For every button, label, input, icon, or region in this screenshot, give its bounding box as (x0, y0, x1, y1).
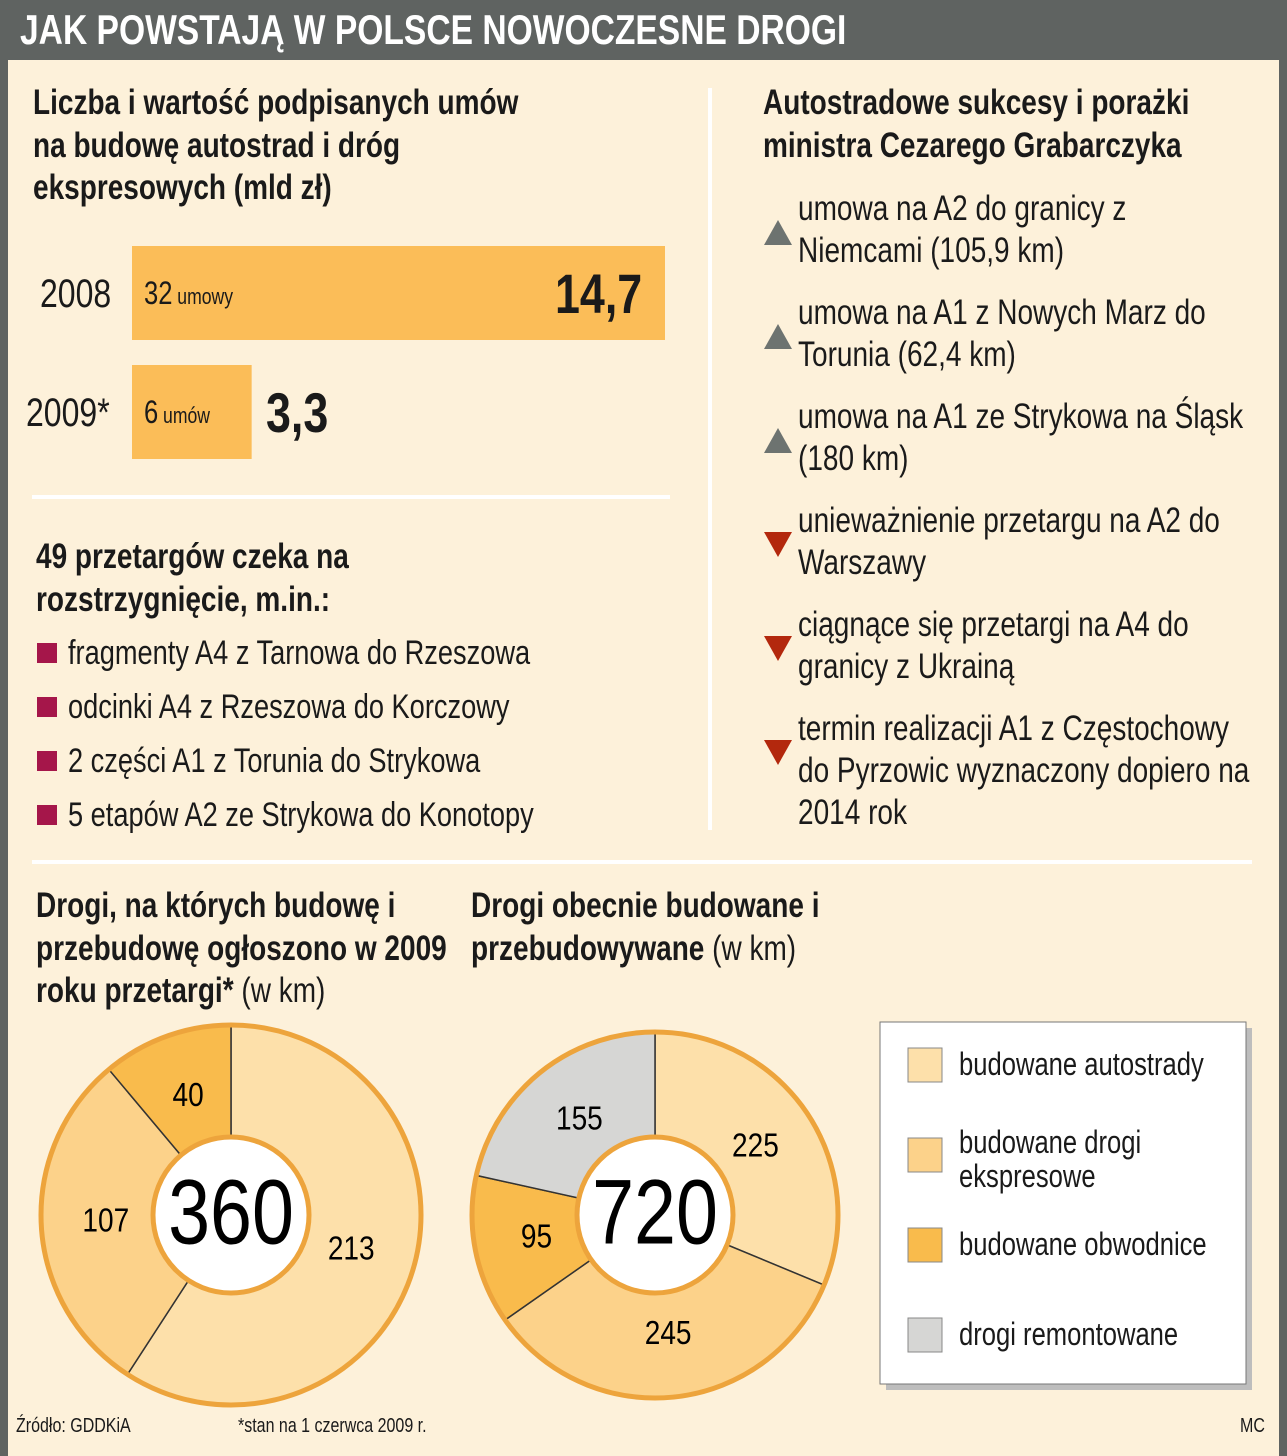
pie-total: 360 (168, 1160, 294, 1263)
minister-item: umowa na A2 do granicy z Niemcami (105,9… (798, 189, 1127, 270)
author: MC (1240, 1415, 1265, 1437)
bullet (37, 805, 57, 825)
pie-title: Drogi obecnie budowane i przebudowywane … (471, 885, 855, 970)
minister-item: ciągnące się przetargi na A4 do granicy … (798, 605, 1189, 686)
count-unit: umowy (177, 284, 234, 309)
source: Źródło: GDDKiA (16, 1415, 131, 1437)
trend-up (764, 428, 792, 453)
pie-total: 720 (592, 1160, 718, 1263)
pie-rim (38, 1022, 424, 1408)
trend-up (764, 324, 792, 349)
pie-rim (469, 1029, 841, 1401)
bar (132, 365, 252, 459)
pie-unit: (w km) (712, 928, 797, 968)
legend-swatch (907, 1317, 943, 1353)
slice-label: 225 (732, 1128, 779, 1165)
trend-down (764, 636, 792, 661)
legend-label: budowane obwodnice (959, 1226, 1207, 1262)
minister-item: umowa na A1 z Nowych Marz do Torunia (62… (798, 293, 1206, 374)
bullet (37, 643, 57, 663)
legend-label: budowane drogi ekspresowe (959, 1124, 1142, 1194)
category-label: 2008 (40, 272, 112, 316)
legend-label: drogi remontowane (959, 1316, 1179, 1352)
pie-title: Drogi, na których budowę i przebudowę og… (36, 885, 484, 1013)
legend-swatch (907, 1227, 943, 1263)
slice-label: 245 (645, 1315, 692, 1352)
pie-title-text: Drogi obecnie budowane i przebudowywane (471, 886, 820, 968)
page-title: JAK POWSTAJĄ W POLSCE NOWOCZESNE DROGI (20, 6, 847, 53)
tender-item: odcinki A4 z Rzeszowa do Korczowy (68, 688, 510, 726)
legend-swatch (907, 1137, 943, 1173)
bar-title: Liczba i wartość podpisanych umów na bud… (33, 83, 519, 208)
bar (132, 246, 665, 340)
bullet (37, 751, 57, 771)
count-unit: umów (163, 403, 210, 428)
slice-label: 40 (173, 1077, 204, 1114)
minister-item: termin realizacji A1 z Częstochowy do Py… (798, 709, 1250, 832)
trend-down (764, 532, 792, 557)
legend-swatch (907, 1047, 943, 1083)
minister-item: umowa na A1 ze Strykowa na Śląsk (180 km… (798, 397, 1244, 478)
slice-label: 213 (328, 1230, 375, 1267)
slice-label: 107 (82, 1202, 129, 1239)
tender-item: 2 części A1 z Torunia do Strykowa (68, 742, 481, 780)
tender-item: fragmenty A4 z Tarnowa do Rzeszowa (68, 634, 531, 672)
count: 32 (144, 275, 173, 311)
minister-title: Autostradowe sukcesy i porażki ministra … (763, 83, 1190, 165)
pie-title-text: Drogi, na których budowę i przebudowę og… (36, 886, 447, 1011)
footnote: *stan na 1 czerwca 2009 r. (238, 1415, 427, 1437)
pie-center (574, 1134, 736, 1296)
tenders-title: 49 przetargów czeka na rozstrzygnięcie, … (36, 537, 349, 619)
contract-count: 6 umów (144, 393, 210, 432)
trend-up (764, 220, 792, 245)
contract-count: 32 umowy (144, 274, 233, 313)
pie-unit: (w km) (241, 971, 326, 1011)
slice-label: 95 (521, 1218, 552, 1255)
trend-down (764, 740, 792, 765)
value-label: 14,7 (555, 262, 643, 325)
count: 6 (144, 394, 159, 430)
value-label: 3,3 (265, 381, 328, 444)
slice-label: 155 (556, 1100, 603, 1137)
category-label: 2009* (26, 391, 110, 435)
tender-item: 5 etapów A2 ze Strykowa do Konotopy (68, 796, 534, 834)
pie-center (150, 1134, 312, 1296)
minister-item: unieważnienie przetargu na A2 do Warszaw… (798, 501, 1220, 582)
legend-label: budowane autostrady (959, 1046, 1204, 1082)
bullet (37, 697, 57, 717)
